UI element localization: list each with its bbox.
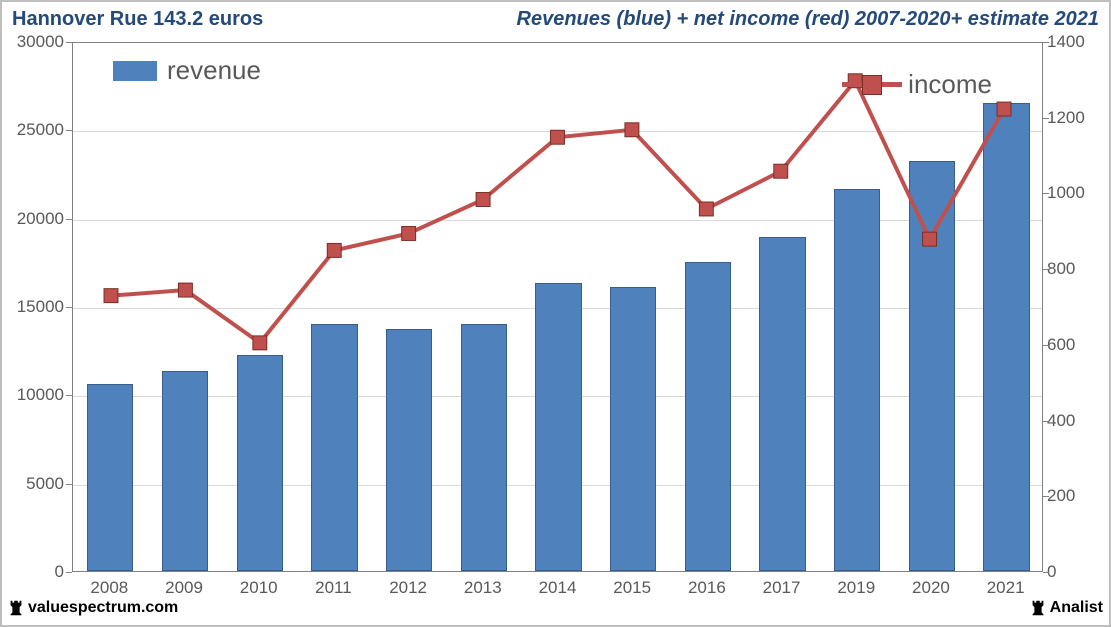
legend-income-label: income: [908, 69, 992, 100]
gridline: [73, 131, 1042, 132]
revenue-bar: [311, 324, 357, 571]
tick: [1043, 269, 1049, 270]
y-left-label: 25000: [17, 120, 64, 140]
footer-left-text: valuespectrum.com: [28, 599, 178, 617]
tick: [66, 307, 72, 308]
income-marker: [774, 164, 788, 178]
x-label: 2010: [240, 578, 278, 598]
tick: [66, 572, 72, 573]
x-label: 2017: [763, 578, 801, 598]
x-label: 2008: [90, 578, 128, 598]
x-label: 2020: [912, 578, 950, 598]
revenue-bar: [461, 324, 507, 571]
y-left-label: 10000: [17, 385, 64, 405]
tick: [66, 484, 72, 485]
income-marker: [699, 202, 713, 216]
income-marker: [476, 193, 490, 207]
income-marker: [402, 227, 416, 241]
revenue-bar: [87, 384, 133, 571]
x-label: 2012: [389, 578, 427, 598]
tick: [66, 395, 72, 396]
x-label: 2013: [464, 578, 502, 598]
footer-left: valuespectrum.com: [8, 599, 178, 617]
tick: [1043, 572, 1049, 573]
y-right-label: 1400: [1047, 32, 1085, 52]
y-left-label: 20000: [17, 209, 64, 229]
legend-revenue: revenue: [113, 55, 261, 86]
x-label: 2014: [539, 578, 577, 598]
y-left-label: 30000: [17, 32, 64, 52]
income-marker: [253, 336, 267, 350]
revenue-bar: [685, 262, 731, 571]
legend-revenue-label: revenue: [167, 55, 261, 86]
income-marker: [327, 243, 341, 257]
tick: [1043, 42, 1049, 43]
legend-income-swatch: [842, 72, 902, 98]
chart-container: Hannover Rue 143.2 euros Revenues (blue)…: [0, 0, 1111, 627]
header: Hannover Rue 143.2 euros Revenues (blue)…: [12, 8, 1099, 36]
rook-icon: [1030, 599, 1046, 617]
x-label: 2016: [688, 578, 726, 598]
y-right-label: 800: [1047, 259, 1075, 279]
y-right-label: 600: [1047, 335, 1075, 355]
tick: [1043, 421, 1049, 422]
income-marker: [625, 123, 639, 137]
tick: [1043, 496, 1049, 497]
y-right-label: 400: [1047, 411, 1075, 431]
y-left-label: 5000: [26, 474, 64, 494]
revenue-bar: [834, 189, 880, 571]
x-label: 2021: [987, 578, 1025, 598]
revenue-bar: [909, 161, 955, 571]
header-left: Hannover Rue 143.2 euros: [12, 8, 263, 31]
rook-icon: [8, 599, 24, 617]
header-right: Revenues (blue) + net income (red) 2007-…: [517, 8, 1100, 31]
tick: [1043, 193, 1049, 194]
legend-revenue-swatch: [113, 61, 157, 81]
revenue-bar: [162, 371, 208, 571]
x-label: 2011: [315, 578, 352, 598]
tick: [66, 219, 72, 220]
legend-income: income: [842, 69, 992, 100]
income-marker: [551, 130, 565, 144]
footer: valuespectrum.com Analist: [8, 599, 1103, 621]
revenue-bar: [386, 329, 432, 571]
y-right-label: 1200: [1047, 108, 1085, 128]
x-label: 2019: [837, 578, 875, 598]
y-right-label: 200: [1047, 486, 1075, 506]
y-left-label: 0: [55, 562, 64, 582]
tick: [66, 42, 72, 43]
income-marker: [104, 289, 118, 303]
legend-income-marker: [862, 75, 882, 95]
revenue-bar: [535, 283, 581, 571]
gridline: [73, 220, 1042, 221]
y-right-label: 1000: [1047, 183, 1085, 203]
footer-right: Analist: [1030, 599, 1103, 617]
tick: [1043, 118, 1049, 119]
y-left-label: 15000: [17, 297, 64, 317]
revenue-bar: [237, 355, 283, 571]
tick: [66, 130, 72, 131]
footer-right-text: Analist: [1050, 599, 1103, 617]
revenue-bar: [610, 287, 656, 571]
x-label: 2009: [165, 578, 203, 598]
plot-area: revenue income: [72, 42, 1043, 572]
x-label: 2015: [613, 578, 651, 598]
income-marker: [178, 283, 192, 297]
revenue-bar: [983, 103, 1029, 571]
tick: [1043, 345, 1049, 346]
revenue-bar: [759, 237, 805, 571]
